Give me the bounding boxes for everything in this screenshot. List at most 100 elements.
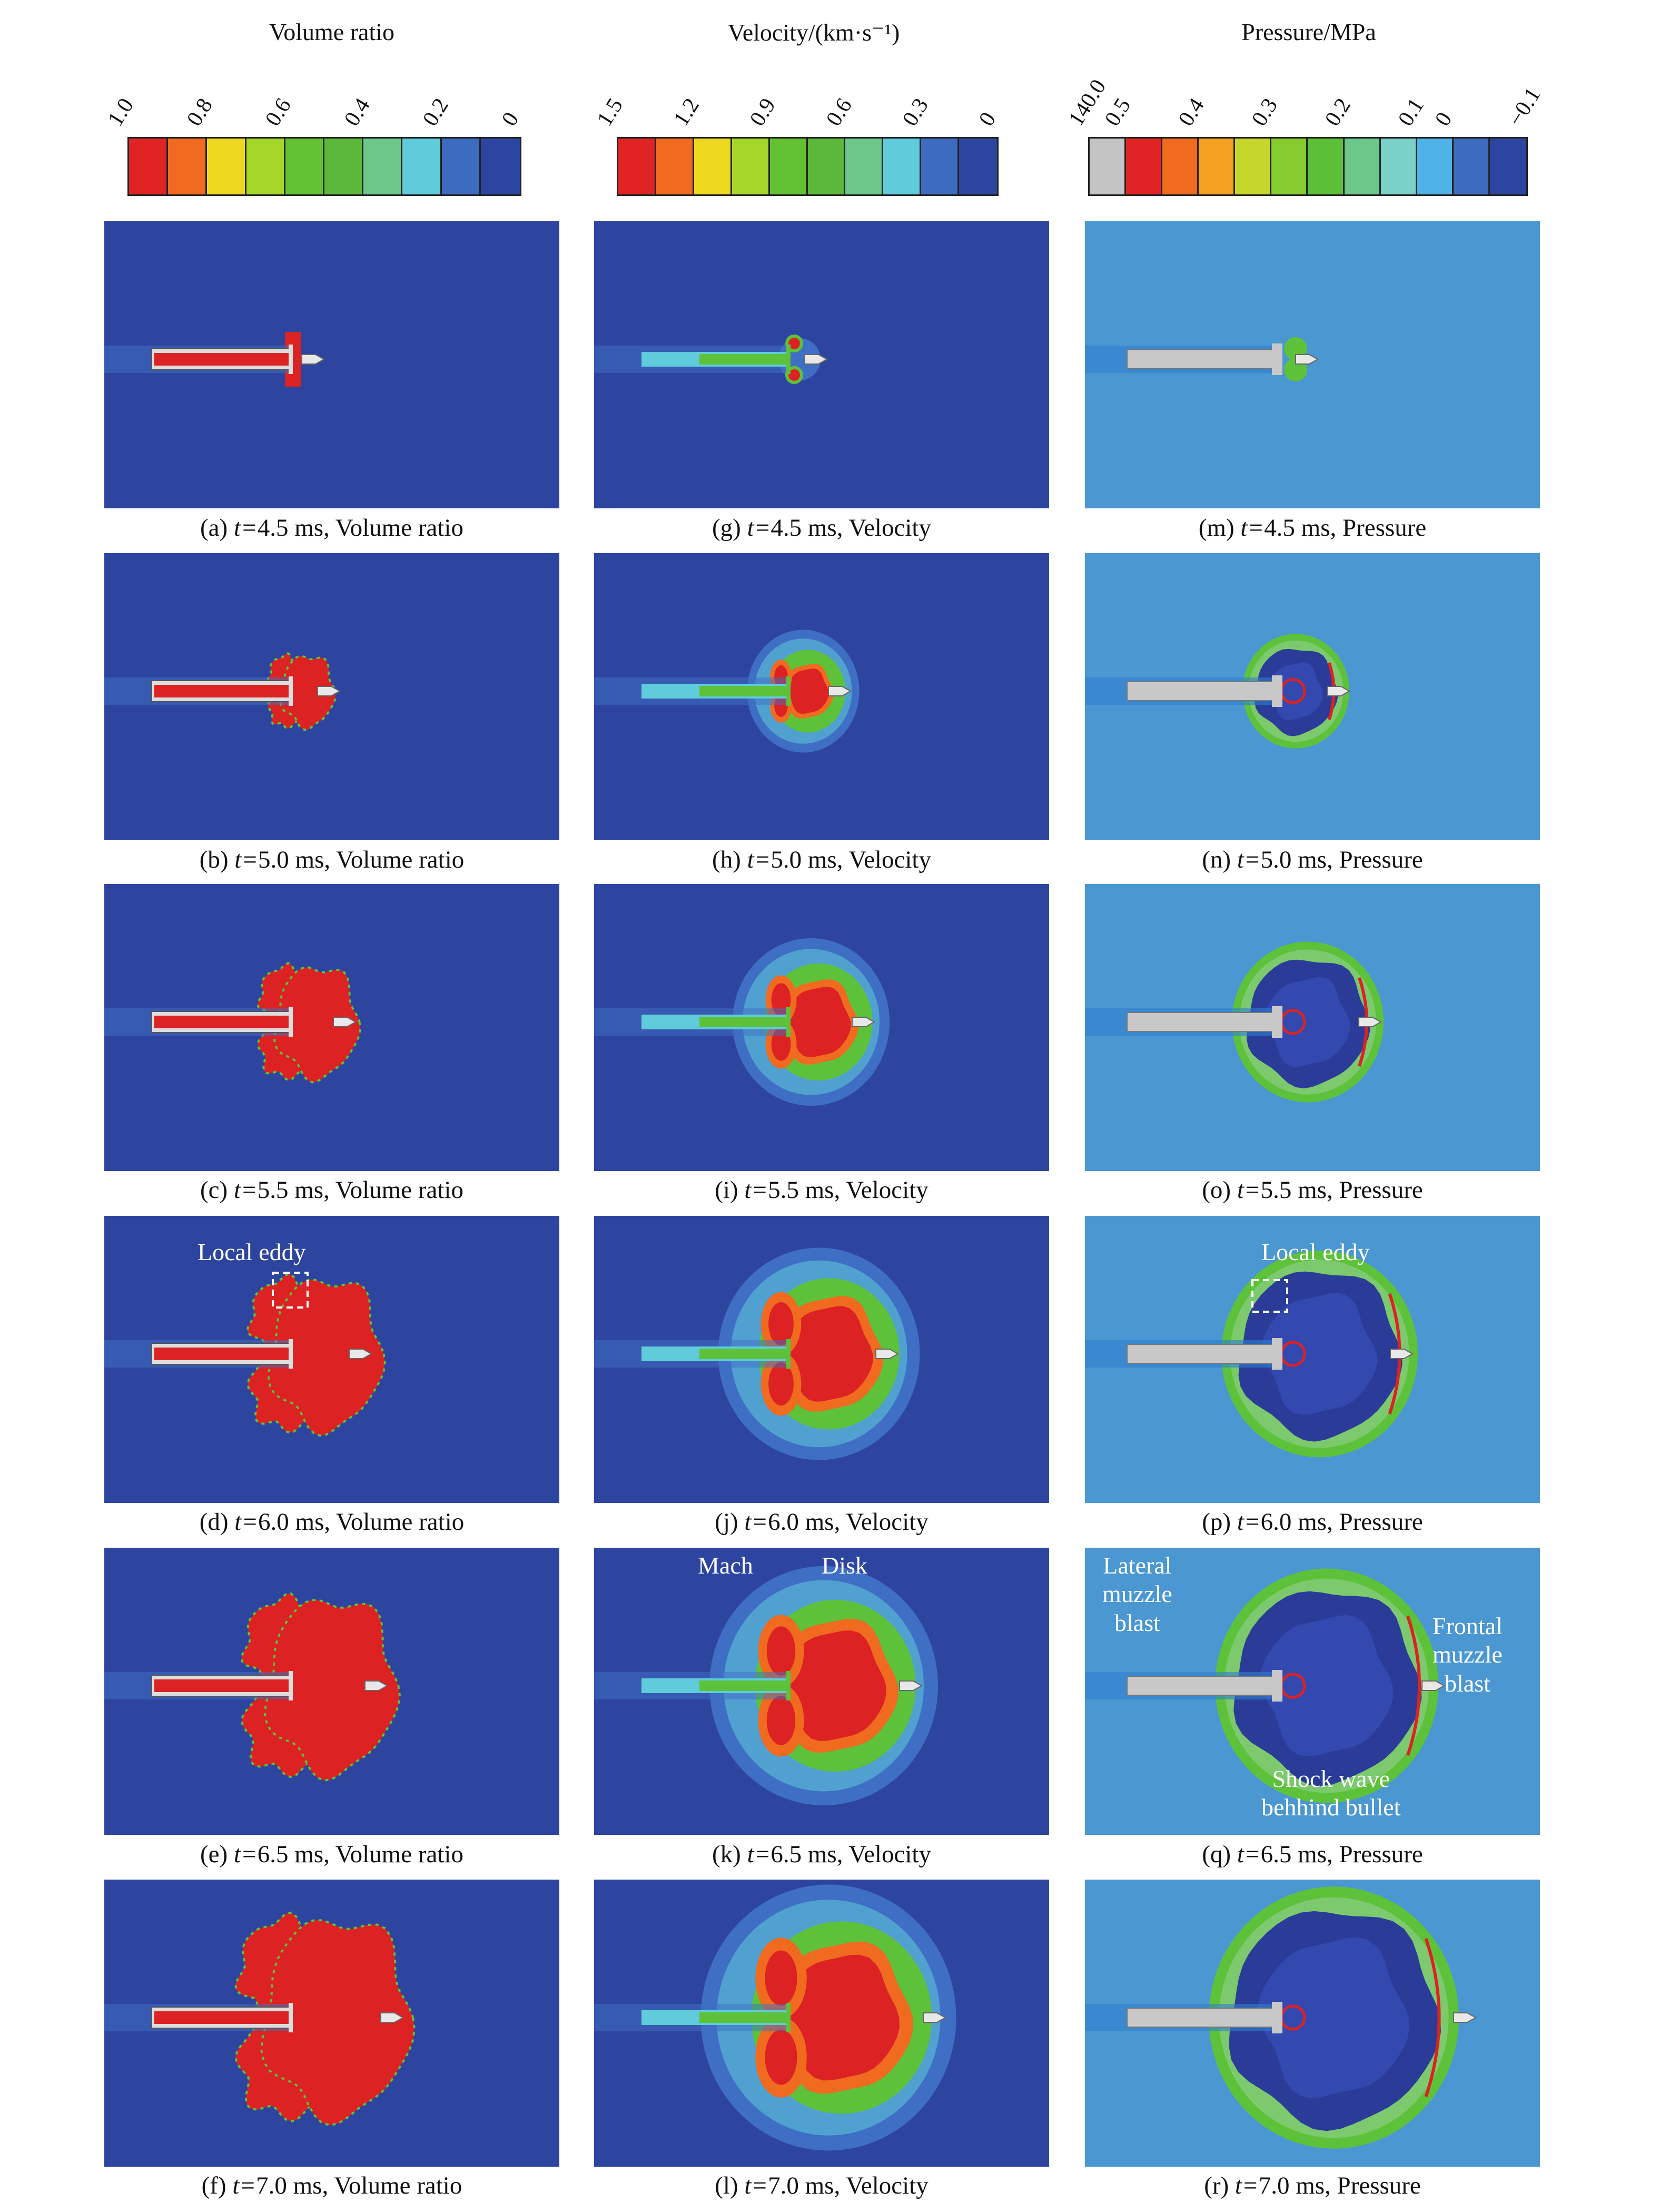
caption-text: 7.0 ms, Volume ratio [256, 2172, 462, 2199]
panel-caption: (b) t=5.0 ms, Volume ratio [104, 846, 559, 874]
colorbar-swatch [402, 139, 442, 194]
caption-text: 5.5 ms, Velocity [768, 1176, 929, 1204]
caption-label: (a) [200, 514, 234, 542]
colorbar-swatches [617, 137, 999, 196]
colorbar-tick-label: 1.0 [103, 94, 139, 131]
caption-label: (g) [712, 514, 747, 542]
colorbar-swatch [324, 139, 364, 194]
pressure-colorbar: 140.0 0.5 0.4 0.3 0.2 0.1 0 −0.1 [1064, 32, 1546, 196]
velocity-panel [594, 884, 1049, 1171]
caption-text: 7.0 ms, Velocity [768, 2172, 929, 2199]
caption-text: 6.5 ms, Velocity [771, 1841, 931, 1868]
caption-label: (h) [712, 846, 747, 873]
volume-ratio-panel [104, 221, 559, 508]
pressure-panel [1085, 1880, 1540, 2167]
panel-caption: (i) t=5.5 ms, Velocity [594, 1176, 1049, 1204]
caption-time-variable: t= [1237, 1841, 1261, 1868]
lateral-muzzle-blast-label: Lateral muzzle blast [1102, 1551, 1172, 1637]
colorbar-swatch [1271, 139, 1308, 194]
colorbar-tick-label: 1.2 [669, 94, 704, 131]
velocity-legend-title: Velocity/(km·s⁻¹) [727, 19, 900, 46]
panel-caption: (n) t=5.0 ms, Pressure [1085, 846, 1540, 874]
panel-caption: (k) t=6.5 ms, Velocity [594, 1840, 1049, 1869]
volume-ratio-panel [104, 553, 559, 840]
caption-time-variable: t= [1235, 2172, 1259, 2199]
colorbar-swatch [129, 139, 169, 194]
colorbar-tick-label: 0.6 [261, 94, 297, 131]
caption-label: (d) [199, 1508, 235, 1536]
velocity-panel [594, 1548, 1049, 1835]
caption-text: 4.5 ms, Volume ratio [257, 514, 463, 542]
caption-time-variable: t= [1237, 1508, 1261, 1536]
colorbar-swatch [441, 139, 481, 194]
local-eddy-label-volume: Local eddy [197, 1238, 306, 1265]
colorbar-tick-label: 0.4 [1173, 94, 1209, 131]
caption-text: 5.5 ms, Volume ratio [257, 1176, 463, 1204]
pressure-panel [1085, 1216, 1540, 1503]
panel-caption: (g) t=4.5 ms, Velocity [594, 514, 1049, 542]
caption-label: (n) [1202, 846, 1237, 873]
colorbar-swatch [845, 139, 884, 194]
pressure-panel [1085, 884, 1540, 1171]
caption-text: 5.5 ms, Pressure [1260, 1176, 1423, 1204]
caption-text: 6.0 ms, Velocity [768, 1508, 929, 1536]
panel-caption: (e) t=6.5 ms, Volume ratio [104, 1840, 559, 1869]
caption-label: (c) [200, 1176, 234, 1204]
panel-caption: (l) t=7.0 ms, Velocity [594, 2171, 1049, 2200]
shock-line-1: Shock wave [1272, 1765, 1390, 1792]
colorbar-tick-label: 0.6 [822, 94, 857, 131]
colorbar-swatch [1235, 139, 1272, 194]
caption-time-variable: t= [234, 1508, 259, 1536]
velocity-panel [594, 1216, 1049, 1503]
colorbar-tick-label: 0.2 [418, 94, 454, 131]
colorbar-swatch [656, 139, 694, 194]
velocity-panel [594, 1880, 1049, 2167]
colorbar-swatch [246, 139, 285, 194]
panel-caption: (m) t=4.5 ms, Pressure [1085, 514, 1540, 542]
caption-time-variable: t= [744, 1508, 768, 1536]
caption-time-variable: t= [1240, 514, 1265, 542]
volume-ratio-panel [104, 884, 559, 1171]
pressure-panel [1085, 1548, 1540, 1835]
colorbar-swatch [1162, 139, 1199, 194]
colorbar-swatch [207, 139, 246, 194]
lateral-line-2: muzzle [1102, 1580, 1172, 1608]
panel-caption: (p) t=6.0 ms, Pressure [1085, 1508, 1540, 1536]
caption-text: 5.0 ms, Velocity [771, 846, 931, 873]
caption-text: 5.0 ms, Pressure [1260, 846, 1423, 873]
colorbar-swatch [1344, 139, 1381, 194]
caption-label: (f) [201, 2172, 233, 2199]
frontal-line-1: Frontal [1433, 1613, 1503, 1639]
disk-label: Disk [822, 1552, 867, 1579]
caption-time-variable: t= [744, 2172, 768, 2199]
caption-label: (j) [715, 1508, 745, 1536]
colorbar-swatch [921, 139, 960, 194]
pressure-legend-title: Pressure/MPa [1241, 18, 1376, 45]
frontal-line-2: muzzle [1433, 1641, 1503, 1668]
colorbar-tick-label: 0.8 [182, 94, 218, 131]
colorbar-swatch [480, 139, 520, 194]
caption-text: 6.5 ms, Volume ratio [257, 1841, 463, 1868]
colorbar-swatch [807, 139, 846, 194]
local-eddy-label-pressure: Local eddy [1261, 1238, 1370, 1265]
lateral-line-1: Lateral [1103, 1552, 1172, 1579]
velocity-colorbar: 1.5 1.2 0.9 0.6 0.3 0 [592, 32, 1017, 196]
panel-caption: (c) t=5.5 ms, Volume ratio [104, 1176, 559, 1204]
colorbar-swatch [168, 139, 208, 194]
colorbar-swatch [1489, 139, 1526, 194]
pressure-panel [1085, 553, 1540, 840]
colorbar-swatch [285, 139, 325, 194]
colorbar-tick-label: 0.1 [1394, 94, 1429, 131]
colorbar-swatch [1199, 139, 1236, 194]
panel-caption: (f) t=7.0 ms, Volume ratio [104, 2171, 559, 2200]
caption-time-variable: t= [1237, 846, 1261, 873]
velocity-panel [594, 553, 1049, 840]
caption-time-variable: t= [233, 1841, 258, 1868]
caption-text: 4.5 ms, Pressure [1264, 514, 1427, 542]
colorbar-tick-label: 0.9 [745, 94, 781, 131]
panel-caption: (q) t=6.5 ms, Pressure [1085, 1840, 1540, 1869]
pressure-panel [1085, 221, 1540, 508]
colorbar-swatch [618, 139, 656, 194]
caption-label: (m) [1198, 514, 1241, 542]
colorbar-swatch [1090, 139, 1127, 194]
